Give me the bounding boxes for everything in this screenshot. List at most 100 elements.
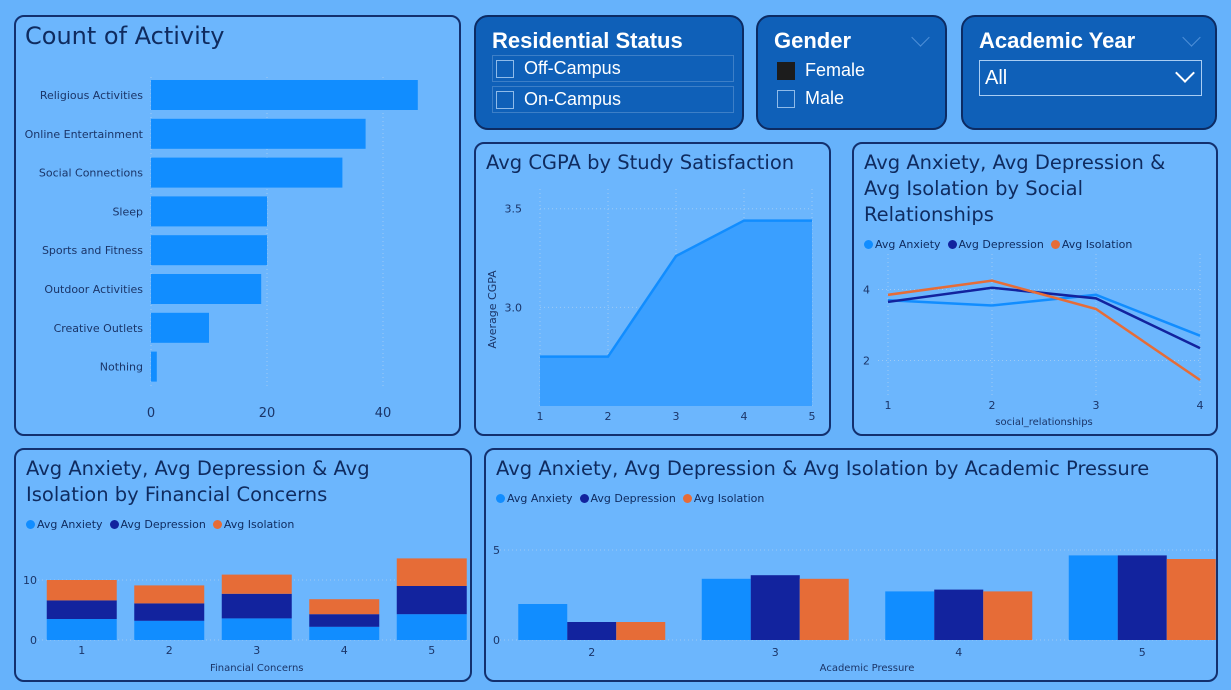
activity-chart: 0 20 40 Religious Activities Online Entertai… [25, 77, 418, 421]
chevron-down-icon[interactable] [911, 28, 930, 47]
stacked-bar-segment [309, 614, 380, 627]
legend-isolation[interactable]: Avg Isolation [1050, 238, 1132, 251]
legend-isolation[interactable]: Avg Isolation [682, 492, 765, 505]
bar [151, 351, 157, 382]
option-on-campus[interactable]: On-Campus [492, 86, 734, 113]
x-tick-label: 4 [741, 410, 748, 423]
bar [934, 589, 984, 640]
bar [518, 604, 568, 640]
stacked-bar-segment [46, 580, 117, 601]
academic-year-title: Academic Year [979, 28, 1136, 53]
x-tick-label: 2 [166, 644, 173, 657]
legend-anxiety[interactable]: Avg Anxiety [26, 518, 103, 531]
stacked-bar-segment [134, 603, 205, 621]
legend-dot [682, 494, 692, 503]
stacked-bar-segment [221, 574, 292, 594]
legend-dot [212, 520, 222, 529]
bar [799, 578, 849, 640]
checkbox-checked-icon[interactable] [777, 61, 795, 80]
x-tick-label: 5 [1139, 646, 1146, 659]
stacked-bar-segment [309, 626, 380, 640]
area-fill [540, 220, 812, 406]
legend-anxiety[interactable]: Avg Anxiety [864, 238, 941, 251]
x-tick-label: 3 [253, 644, 260, 657]
x-tick-label: 1 [885, 399, 892, 412]
chevron-down-icon[interactable] [1182, 28, 1201, 47]
stacked-bar-segment [396, 614, 467, 640]
checkbox-icon[interactable] [777, 89, 795, 108]
legend-depression[interactable]: Avg Depression [579, 492, 676, 505]
category-label: Social Connections [39, 167, 143, 180]
bar [750, 575, 800, 640]
checkbox-icon[interactable] [496, 59, 514, 78]
stacked-bar-segment [46, 619, 117, 640]
stacked-bar-segment [46, 600, 117, 619]
academic-chart: 0 5 2 3 4 5 Academic Pressure [493, 544, 1216, 674]
y-tick-label: 4 [863, 284, 870, 297]
social-legend: Avg Anxiety Avg Depression Avg Isolation [864, 238, 1135, 251]
legend-dot [109, 520, 119, 529]
x-tick-label: 4 [1197, 399, 1204, 412]
title-line: Isolation by Financial Concerns [26, 483, 328, 506]
activity-chart-title: Count of Activity [25, 22, 225, 50]
option-off-campus[interactable]: Off-Campus [492, 55, 734, 82]
x-tick-label: 0 [147, 406, 155, 421]
legend-dot [26, 520, 35, 529]
x-tick-label: 2 [605, 410, 612, 423]
series-line [887, 279, 1201, 382]
gender-slicer: Gender Female Male [756, 15, 947, 130]
y-tick-label: 3.5 [505, 203, 523, 216]
legend-isolation[interactable]: Avg Isolation [212, 518, 295, 531]
y-tick-label: 3.0 [505, 301, 523, 314]
legend-label: Avg Anxiety [875, 238, 941, 251]
x-tick-label: 2 [989, 399, 996, 412]
title-line: Relationships [864, 203, 994, 226]
chevron-down-icon[interactable] [1175, 63, 1195, 83]
x-tick-label: 2 [588, 646, 595, 659]
x-tick-label: 1 [78, 644, 85, 657]
category-label: Religious Activities [40, 89, 143, 102]
legend-dot [579, 494, 589, 503]
bar [151, 274, 262, 304]
option-label: Female [805, 60, 866, 80]
checkbox-icon[interactable] [496, 90, 514, 109]
x-tick-label: 40 [375, 406, 392, 421]
stacked-bar-segment [221, 618, 292, 640]
legend-label: Avg Anxiety [37, 518, 103, 531]
bar [1166, 559, 1216, 640]
bar [151, 312, 209, 343]
legend-label: Avg Isolation [223, 518, 295, 531]
stacked-bar-segment [309, 599, 380, 615]
financial-chart-title: Avg Anxiety, Avg Depression & Avg Isolat… [26, 456, 370, 508]
legend-depression[interactable]: Avg Depression [947, 238, 1044, 251]
x-tick-label: 4 [341, 644, 348, 657]
option-male[interactable]: Male [774, 85, 844, 112]
bar [701, 578, 751, 640]
social-chart: 2 4 1 2 3 4 social_relationships [863, 254, 1204, 428]
bar [885, 591, 935, 640]
legend-dot [1050, 240, 1060, 249]
category-label: Creative Outlets [54, 322, 144, 335]
option-label: On-Campus [524, 89, 622, 109]
x-axis-label: Academic Pressure [820, 663, 915, 674]
legend-depression[interactable]: Avg Depression [109, 518, 206, 531]
legend-label: Avg Isolation [693, 492, 765, 505]
category-label: Online Entertainment [25, 128, 144, 141]
x-tick-label: 20 [259, 406, 276, 421]
social-card: Avg Anxiety, Avg Depression & Avg Isolat… [852, 142, 1218, 436]
stacked-bar-segment [134, 585, 205, 604]
x-axis-label: social_relationships [995, 417, 1093, 428]
x-tick-label: 4 [955, 646, 962, 659]
legend-dot [947, 240, 957, 249]
legend-label: Avg Depression [590, 492, 676, 505]
y-tick-label: 5 [493, 544, 500, 557]
financial-legend: Avg Anxiety Avg Depression Avg Isolation [26, 518, 297, 531]
bar [151, 157, 343, 188]
option-female[interactable]: Female [774, 57, 865, 84]
bar [1068, 555, 1118, 640]
series-line [887, 293, 1201, 337]
academic-year-dropdown[interactable]: All [979, 60, 1202, 96]
legend-anxiety[interactable]: Avg Anxiety [496, 492, 573, 505]
series-line [887, 286, 1201, 350]
cgpa-chart-title: Avg CGPA by Study Satisfaction [486, 151, 795, 174]
